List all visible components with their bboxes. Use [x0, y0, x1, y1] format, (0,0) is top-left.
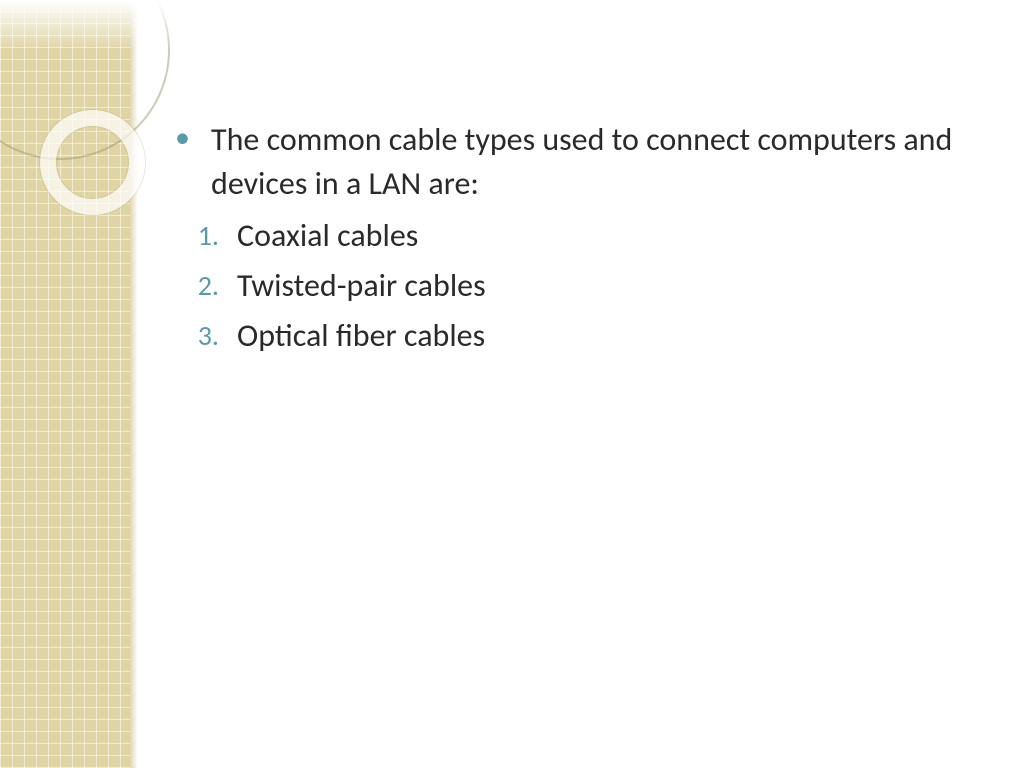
bullet-marker-icon: • [175, 118, 211, 206]
list-number: 3. [175, 314, 237, 358]
list-item: 2. Twisted-pair cables [175, 264, 955, 308]
list-item: 3. Optical fiber cables [175, 314, 955, 358]
slide-body: • The common cable types used to connect… [175, 118, 955, 364]
list-item: 1. Coaxial cables [175, 214, 955, 258]
decorative-circle-thick [40, 110, 145, 215]
list-number: 2. [175, 264, 237, 308]
intro-bullet-text: The common cable types used to connect c… [211, 118, 955, 206]
list-text: Coaxial cables [237, 214, 418, 258]
list-text: Twisted-pair cables [237, 264, 486, 308]
list-text: Optical fiber cables [237, 314, 485, 358]
list-number: 1. [175, 214, 237, 258]
intro-bullet-row: • The common cable types used to connect… [175, 118, 955, 206]
